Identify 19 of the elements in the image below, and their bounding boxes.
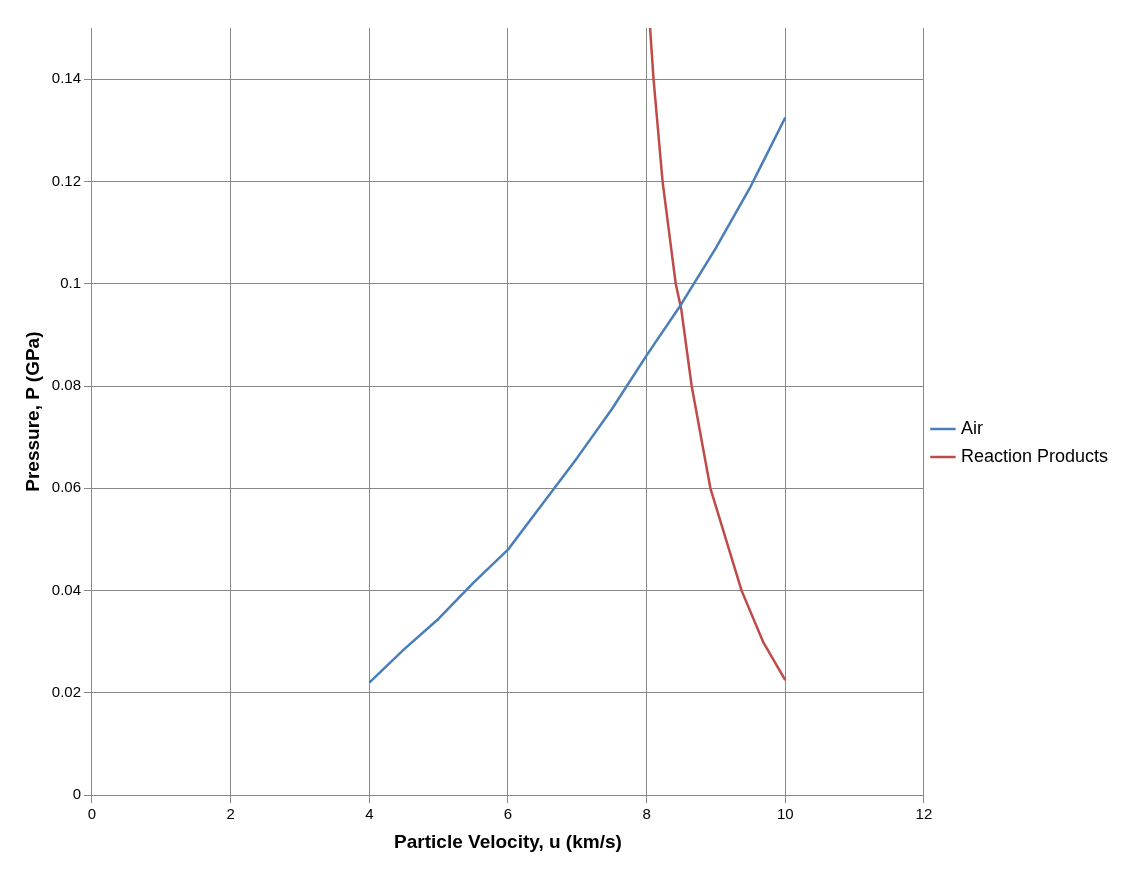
y-tick-label: 0.06	[51, 478, 81, 496]
y-tick-label: 0.14	[51, 69, 81, 87]
x-tick-label: 12	[915, 805, 933, 823]
y-tick-label: 0	[72, 785, 81, 803]
x-axis-title: Particle Velocity, u (km/s)	[394, 830, 622, 852]
x-tick-label: 0	[87, 805, 97, 823]
y-tick-label: 0.04	[51, 580, 81, 598]
y-tick-label: 0.02	[51, 683, 81, 701]
y-tick-label: 0.08	[51, 376, 81, 394]
y-tick-label: 0.1	[60, 273, 81, 291]
x-tick-label: 8	[642, 805, 651, 823]
x-tick-label: 6	[503, 805, 513, 823]
x-tick-label: 4	[365, 805, 374, 823]
x-tick-label: 10	[776, 805, 794, 823]
legend-label: Reaction Products	[960, 445, 1108, 466]
x-tick-label: 2	[226, 805, 235, 823]
legend-label: Air	[960, 417, 983, 438]
y-tick-label: 0.12	[51, 171, 81, 189]
y-axis-title: Pressure, P (GPa)	[21, 331, 43, 492]
